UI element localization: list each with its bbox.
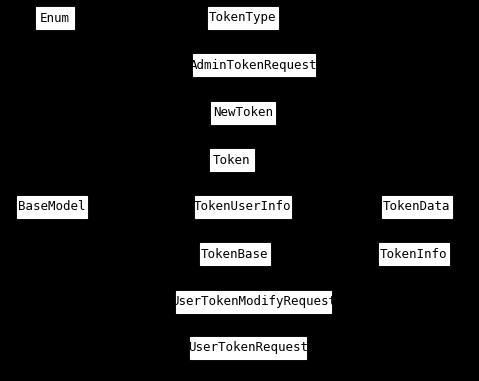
Text: UserTokenRequest: UserTokenRequest	[188, 341, 308, 354]
FancyBboxPatch shape	[211, 102, 275, 124]
Text: TokenData: TokenData	[383, 200, 451, 213]
Text: TokenUserInfo: TokenUserInfo	[194, 200, 292, 213]
FancyBboxPatch shape	[382, 196, 452, 218]
FancyBboxPatch shape	[176, 291, 331, 313]
Text: TokenInfo: TokenInfo	[380, 248, 448, 261]
Text: BaseModel: BaseModel	[18, 200, 86, 213]
FancyBboxPatch shape	[190, 337, 306, 359]
FancyBboxPatch shape	[379, 243, 449, 265]
FancyBboxPatch shape	[200, 243, 270, 265]
FancyBboxPatch shape	[208, 7, 278, 29]
Text: TokenBase: TokenBase	[201, 248, 269, 261]
FancyBboxPatch shape	[193, 54, 315, 76]
Text: TokenType: TokenType	[209, 11, 277, 24]
Text: NewToken: NewToken	[213, 107, 273, 120]
Text: Token: Token	[213, 154, 251, 166]
FancyBboxPatch shape	[36, 7, 74, 29]
FancyBboxPatch shape	[210, 149, 254, 171]
FancyBboxPatch shape	[17, 196, 87, 218]
FancyBboxPatch shape	[195, 196, 291, 218]
Text: AdminTokenRequest: AdminTokenRequest	[190, 59, 318, 72]
Text: UserTokenModifyRequest: UserTokenModifyRequest	[171, 296, 337, 309]
Text: Enum: Enum	[40, 11, 70, 24]
